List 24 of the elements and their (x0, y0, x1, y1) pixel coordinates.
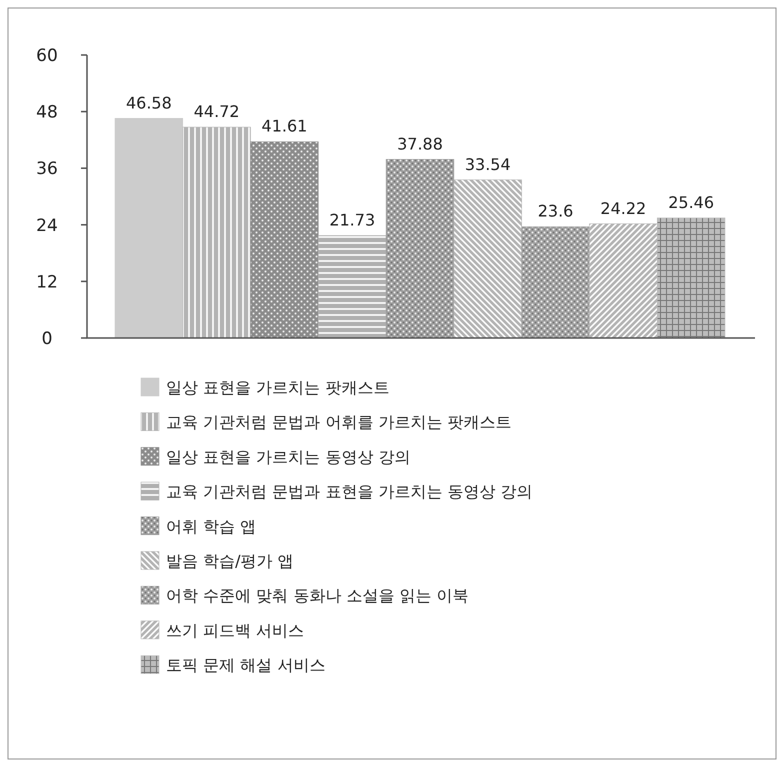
data-label: 44.72 (194, 102, 240, 122)
data-label: 37.88 (397, 134, 443, 154)
legend-label: 어학 수준에 맞춰 동화나 소설을 읽는 이북 (166, 586, 469, 606)
y-tick-label: 36 (36, 159, 58, 180)
legend-label: 쓰기 피드백 서비스 (166, 620, 304, 640)
data-label: 33.54 (464, 154, 511, 174)
legend-label: 교육 기관처럼 문법과 어휘를 가르치는 팟캐스트 (166, 412, 512, 432)
data-label: 41.61 (262, 116, 308, 136)
data-label: 23.6 (538, 202, 574, 221)
legend-label: 토픽 문제 해설 서비스 (166, 656, 326, 675)
legend-label: 일상 표현을 가르치는 팟캐스트 (166, 378, 390, 397)
data-label: 46.58 (126, 93, 172, 112)
y-tick-label: 48 (36, 102, 58, 123)
legend-label: 일상 표현을 가르치는 동영상 강의 (166, 447, 410, 466)
data-label: 25.46 (668, 192, 714, 212)
y-tick-label: 0 (42, 329, 52, 349)
y-tick-label: 60 (36, 46, 58, 66)
legend-label: 어휘 학습 앱 (166, 516, 256, 536)
y-tick-label: 24 (36, 216, 58, 236)
y-tick-label: 12 (36, 272, 58, 292)
data-label: 21.73 (329, 210, 376, 230)
data-label: 24.22 (600, 198, 646, 218)
legend-label: 교육 기관처럼 문법과 표현을 가르치는 동영상 강의 (166, 482, 533, 502)
legend-label: 발음 학습/평가 앱 (166, 552, 294, 570)
